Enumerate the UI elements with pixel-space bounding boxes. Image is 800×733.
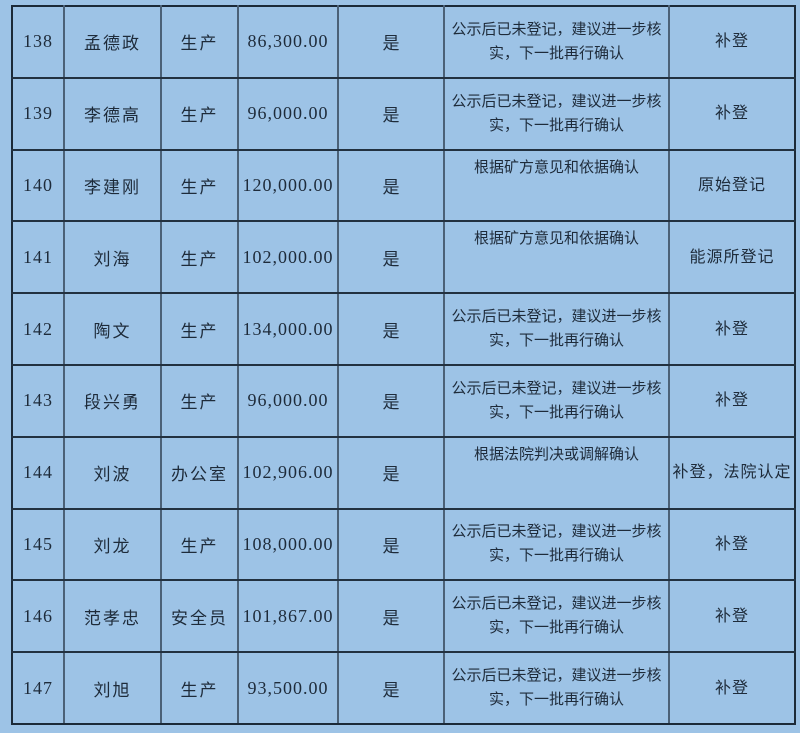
duty-cell: 生产 bbox=[160, 507, 239, 582]
remark-cell: 根据矿方意见和依据确认 bbox=[443, 220, 670, 295]
remark-cell: 公示后已未登记，建议进一步核实，下一批再行确认 bbox=[443, 5, 670, 79]
duty-cell: 生产 bbox=[160, 651, 239, 725]
remark-cell: 根据法院判决或调解确认 bbox=[443, 435, 670, 510]
row-number-cell: 143 bbox=[11, 363, 65, 438]
status-cell: 补登 bbox=[668, 363, 796, 438]
amount-cell: 120,000.00 bbox=[237, 148, 339, 223]
name-cell: 段兴勇 bbox=[63, 363, 162, 438]
name-cell: 刘海 bbox=[63, 220, 162, 295]
amount-cell: 108,000.00 bbox=[237, 507, 339, 582]
duty-cell: 生产 bbox=[160, 5, 239, 79]
status-cell: 原始登记 bbox=[668, 148, 796, 223]
status-cell: 补登 bbox=[668, 5, 796, 79]
amount-cell: 96,000.00 bbox=[237, 76, 339, 151]
amount-cell: 134,000.00 bbox=[237, 292, 339, 366]
row-number-cell: 140 bbox=[11, 148, 65, 223]
remark-cell: 公示后已未登记，建议进一步核实，下一批再行确认 bbox=[443, 579, 670, 654]
table-row: 144 刘波 办公室 102,906.00 是 根据法院判决或调解确认 补登，法… bbox=[11, 435, 796, 510]
row-number-cell: 139 bbox=[11, 76, 65, 151]
remark-cell: 公示后已未登记，建议进一步核实，下一批再行确认 bbox=[443, 507, 670, 582]
table-row: 146 范孝忠 安全员 101,867.00 是 公示后已未登记，建议进一步核实… bbox=[11, 579, 796, 654]
status-cell: 补登 bbox=[668, 292, 796, 366]
status-cell: 补登 bbox=[668, 76, 796, 151]
table-row: 141 刘海 生产 102,000.00 是 根据矿方意见和依据确认 能源所登记 bbox=[11, 220, 796, 295]
status-cell: 能源所登记 bbox=[668, 220, 796, 295]
remark-cell: 根据矿方意见和依据确认 bbox=[443, 148, 670, 223]
duty-cell: 生产 bbox=[160, 148, 239, 223]
amount-cell: 96,000.00 bbox=[237, 363, 339, 438]
confirm-flag-cell: 是 bbox=[337, 220, 445, 295]
confirm-flag-cell: 是 bbox=[337, 148, 445, 223]
remark-cell: 公示后已未登记，建议进一步核实，下一批再行确认 bbox=[443, 76, 670, 151]
duty-cell: 办公室 bbox=[160, 435, 239, 510]
confirm-flag-cell: 是 bbox=[337, 76, 445, 151]
duty-cell: 生产 bbox=[160, 76, 239, 151]
status-cell: 补登，法院认定 bbox=[668, 435, 796, 510]
remark-cell: 公示后已未登记，建议进一步核实，下一批再行确认 bbox=[443, 651, 670, 725]
confirm-flag-cell: 是 bbox=[337, 435, 445, 510]
remark-cell: 公示后已未登记，建议进一步核实，下一批再行确认 bbox=[443, 292, 670, 366]
personnel-roster-table: 138 孟德政 生产 86,300.00 是 公示后已未登记，建议进一步核实，下… bbox=[11, 5, 796, 725]
name-cell: 刘旭 bbox=[63, 651, 162, 725]
amount-cell: 86,300.00 bbox=[237, 5, 339, 79]
table-row: 139 李德高 生产 96,000.00 是 公示后已未登记，建议进一步核实，下… bbox=[11, 76, 796, 151]
remark-cell: 公示后已未登记，建议进一步核实，下一批再行确认 bbox=[443, 363, 670, 438]
confirm-flag-cell: 是 bbox=[337, 292, 445, 366]
document-page: 138 孟德政 生产 86,300.00 是 公示后已未登记，建议进一步核实，下… bbox=[0, 5, 800, 733]
amount-cell: 101,867.00 bbox=[237, 579, 339, 654]
duty-cell: 生产 bbox=[160, 292, 239, 366]
duty-cell: 安全员 bbox=[160, 579, 239, 654]
name-cell: 范孝忠 bbox=[63, 579, 162, 654]
name-cell: 陶文 bbox=[63, 292, 162, 366]
table-row: 138 孟德政 生产 86,300.00 是 公示后已未登记，建议进一步核实，下… bbox=[11, 5, 796, 79]
confirm-flag-cell: 是 bbox=[337, 651, 445, 725]
amount-cell: 102,000.00 bbox=[237, 220, 339, 295]
row-number-cell: 147 bbox=[11, 651, 65, 725]
table-row: 140 李建刚 生产 120,000.00 是 根据矿方意见和依据确认 原始登记 bbox=[11, 148, 796, 223]
table-row: 145 刘龙 生产 108,000.00 是 公示后已未登记，建议进一步核实，下… bbox=[11, 507, 796, 582]
name-cell: 刘龙 bbox=[63, 507, 162, 582]
table-row: 142 陶文 生产 134,000.00 是 公示后已未登记，建议进一步核实，下… bbox=[11, 292, 796, 366]
row-number-cell: 138 bbox=[11, 5, 65, 79]
table-row: 143 段兴勇 生产 96,000.00 是 公示后已未登记，建议进一步核实，下… bbox=[11, 363, 796, 438]
name-cell: 刘波 bbox=[63, 435, 162, 510]
duty-cell: 生产 bbox=[160, 220, 239, 295]
row-number-cell: 142 bbox=[11, 292, 65, 366]
status-cell: 补登 bbox=[668, 651, 796, 725]
row-number-cell: 144 bbox=[11, 435, 65, 510]
status-cell: 补登 bbox=[668, 579, 796, 654]
name-cell: 李德高 bbox=[63, 76, 162, 151]
amount-cell: 93,500.00 bbox=[237, 651, 339, 725]
row-number-cell: 141 bbox=[11, 220, 65, 295]
confirm-flag-cell: 是 bbox=[337, 5, 445, 79]
confirm-flag-cell: 是 bbox=[337, 579, 445, 654]
name-cell: 李建刚 bbox=[63, 148, 162, 223]
name-cell: 孟德政 bbox=[63, 5, 162, 79]
row-number-cell: 146 bbox=[11, 579, 65, 654]
status-cell: 补登 bbox=[668, 507, 796, 582]
confirm-flag-cell: 是 bbox=[337, 363, 445, 438]
table-row: 147 刘旭 生产 93,500.00 是 公示后已未登记，建议进一步核实，下一… bbox=[11, 651, 796, 725]
row-number-cell: 145 bbox=[11, 507, 65, 582]
amount-cell: 102,906.00 bbox=[237, 435, 339, 510]
confirm-flag-cell: 是 bbox=[337, 507, 445, 582]
duty-cell: 生产 bbox=[160, 363, 239, 438]
